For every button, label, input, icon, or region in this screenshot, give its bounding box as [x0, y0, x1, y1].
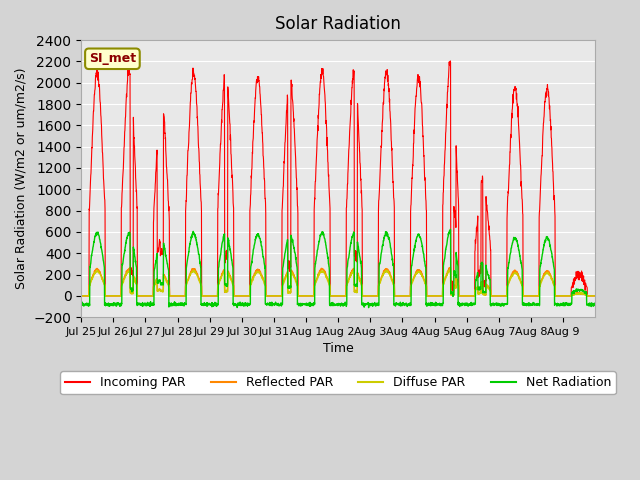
Reflected PAR: [522, 293, 530, 299]
Line: Net Radiation: Net Radiation: [81, 229, 595, 308]
Incoming PAR: [493, 293, 500, 299]
Net Radiation: [591, 300, 599, 306]
Incoming PAR: [591, 293, 599, 299]
Incoming PAR: [239, 293, 247, 299]
Reflected PAR: [77, 293, 85, 299]
Incoming PAR: [522, 293, 530, 299]
Reflected PAR: [493, 293, 500, 299]
Diffuse PAR: [493, 293, 500, 299]
Diffuse PAR: [584, 293, 592, 299]
Net Radiation: [129, 287, 136, 292]
Incoming PAR: [584, 293, 592, 299]
Diffuse PAR: [446, 267, 454, 273]
Reflected PAR: [584, 293, 592, 299]
Y-axis label: Solar Radiation (W/m2 or um/m2/s): Solar Radiation (W/m2 or um/m2/s): [15, 68, 28, 289]
Reflected PAR: [447, 264, 454, 270]
Net Radiation: [522, 302, 530, 308]
Net Radiation: [369, 302, 377, 308]
Line: Reflected PAR: Reflected PAR: [81, 267, 595, 296]
Net Radiation: [584, 301, 592, 307]
Line: Diffuse PAR: Diffuse PAR: [81, 270, 595, 296]
Reflected PAR: [591, 293, 599, 299]
Diffuse PAR: [591, 293, 599, 299]
Incoming PAR: [369, 293, 376, 299]
Text: SI_met: SI_met: [89, 52, 136, 65]
Diffuse PAR: [77, 293, 85, 299]
Reflected PAR: [369, 293, 376, 299]
Net Radiation: [493, 303, 501, 309]
Incoming PAR: [77, 293, 85, 299]
Diffuse PAR: [369, 293, 376, 299]
X-axis label: Time: Time: [323, 342, 353, 356]
Diffuse PAR: [239, 293, 247, 299]
Net Radiation: [447, 227, 454, 232]
Net Radiation: [365, 305, 372, 311]
Line: Incoming PAR: Incoming PAR: [81, 61, 595, 296]
Net Radiation: [77, 302, 85, 308]
Incoming PAR: [129, 272, 136, 278]
Incoming PAR: [447, 58, 454, 64]
Diffuse PAR: [522, 293, 530, 299]
Legend: Incoming PAR, Reflected PAR, Diffuse PAR, Net Radiation: Incoming PAR, Reflected PAR, Diffuse PAR…: [60, 371, 616, 394]
Diffuse PAR: [129, 290, 136, 296]
Net Radiation: [239, 303, 247, 309]
Title: Solar Radiation: Solar Radiation: [275, 15, 401, 33]
Reflected PAR: [129, 290, 136, 296]
Reflected PAR: [239, 293, 247, 299]
